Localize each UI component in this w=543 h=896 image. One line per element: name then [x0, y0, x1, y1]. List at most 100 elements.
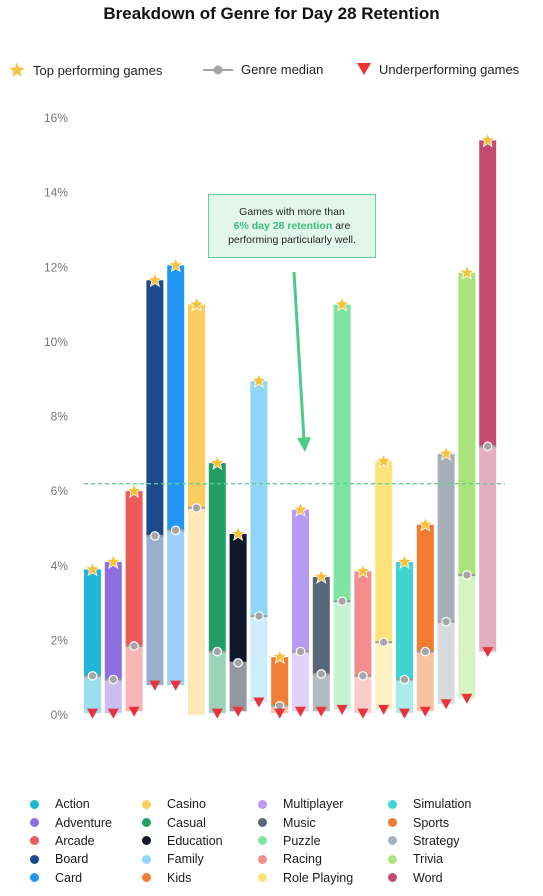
bar-lower-arcade [125, 645, 143, 712]
legend-item: Multiplayer [258, 795, 353, 813]
legend-label: Sports [413, 815, 450, 830]
legend-label: Trivia [413, 852, 444, 867]
median-marker [462, 570, 472, 580]
median-marker [170, 525, 181, 536]
bar-upper-strategy [437, 453, 455, 622]
legend-median: Genre median [203, 62, 323, 77]
legend-color-dot [388, 854, 397, 864]
bar-lower-multiplayer [292, 651, 309, 712]
legend-item: Casual [142, 813, 223, 831]
annotation-line1: Games with more than [239, 206, 345, 218]
bar-upper-sports [416, 524, 434, 652]
legend-column: Multiplayer Music Puzzle Racing Role Playing [258, 795, 353, 887]
legend-color-dot [142, 854, 151, 864]
bar-lower-action [84, 675, 101, 714]
legend-label: Arcade [55, 833, 95, 848]
y-tick-label: 16% [44, 111, 68, 125]
under-triangle [419, 706, 431, 717]
y-tick-label: 4% [51, 559, 69, 573]
top-star [458, 264, 476, 280]
top-star [167, 256, 184, 273]
under-triangle [253, 697, 265, 708]
down-triangle-icon [357, 63, 371, 75]
legend-label: Strategy [413, 833, 460, 848]
bar-upper-kids [271, 657, 289, 706]
legend-column: Simulation Sports Strategy Trivia Word [388, 795, 471, 887]
top-star [333, 296, 351, 312]
bar-upper-word [479, 140, 497, 447]
under-triangle [378, 704, 390, 715]
under-triangle [232, 706, 244, 717]
legend-color-dot [388, 818, 397, 828]
legend-item: Puzzle [258, 832, 353, 850]
bar-lower-racing [354, 675, 372, 714]
legend-item: Trivia [388, 850, 471, 868]
bar-upper-casual [208, 463, 226, 652]
bar-upper-music [312, 576, 330, 674]
legend-color-dot [30, 873, 39, 883]
y-tick-label: 0% [51, 708, 69, 722]
median-marker [212, 646, 223, 657]
top-star [84, 560, 101, 577]
top-star [188, 296, 205, 312]
legend-item: Music [258, 813, 353, 831]
top-star [479, 131, 496, 148]
legend-column: Casino Casual Education Family Kids [142, 795, 223, 887]
under-triangle [87, 708, 98, 719]
legend-item: Card [30, 869, 112, 887]
bar-upper-arcade [125, 491, 143, 646]
bar-upper-education [229, 534, 247, 663]
legend-label: Puzzle [283, 833, 321, 848]
under-triangle [211, 708, 223, 719]
legend-color-dot [258, 799, 267, 809]
legend-color-dot [142, 836, 151, 846]
bar-lower-education [229, 662, 247, 712]
median-marker [87, 671, 98, 681]
top-star [105, 553, 122, 569]
bar-upper-family [250, 381, 268, 617]
legend-color-dot [388, 799, 397, 809]
median-marker [150, 531, 160, 541]
bar-lower-sports [416, 651, 434, 712]
median-marker [254, 611, 264, 621]
legend-top-performing-label: Top performing games [33, 62, 163, 78]
legend-color-dot [258, 818, 267, 828]
legend-label: Multiplayer [283, 797, 344, 812]
top-star [229, 525, 247, 541]
legend-color-dot [30, 799, 39, 809]
legend-label: Board [55, 852, 89, 867]
median-marker [337, 596, 347, 606]
legend-item: Kids [142, 869, 223, 887]
legend-item: Arcade [30, 832, 112, 850]
bar-upper-racing [354, 571, 372, 676]
bar-lower-casino [188, 507, 205, 715]
top-star [396, 553, 413, 569]
legend-label: Casino [167, 797, 206, 812]
y-tick-label: 2% [51, 633, 69, 647]
legend-median-label: Genre median [241, 62, 324, 77]
legend-underperforming: Underperforming games [357, 62, 519, 77]
bar-lower-adventure [104, 679, 122, 714]
bar-lower-trivia [458, 575, 476, 699]
legend-item: Racing [258, 850, 353, 868]
median-marker [129, 641, 139, 651]
bar-upper-puzzle [333, 304, 351, 602]
annotation-box: Games with more than 6% day 28 retention… [208, 194, 376, 258]
bar-upper-multiplayer [292, 509, 309, 652]
legend-label: Casual [167, 815, 206, 830]
top-star [375, 452, 392, 469]
legend-label: Music [283, 815, 316, 830]
under-triangle [128, 706, 140, 717]
legend-color-dot [388, 873, 397, 883]
under-triangle [440, 699, 452, 710]
median-marker [316, 669, 327, 679]
legend-item: Sports [388, 813, 471, 831]
median-marker [358, 671, 368, 681]
median-marker [233, 657, 243, 668]
legend-label: Kids [167, 870, 192, 885]
legend-color-dot [30, 836, 39, 846]
bar-lower-board [146, 535, 164, 686]
legend-label: Simulation [413, 797, 472, 812]
legend-label: Word [413, 870, 443, 885]
legend-color-dot [30, 818, 39, 828]
